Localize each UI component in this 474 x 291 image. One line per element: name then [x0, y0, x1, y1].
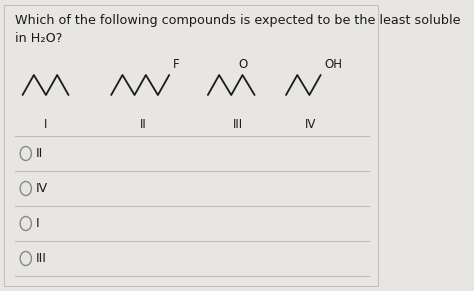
Text: Which of the following compounds is expected to be the least soluble: Which of the following compounds is expe… — [15, 14, 460, 27]
Text: in H₂O?: in H₂O? — [15, 32, 62, 45]
Text: IV: IV — [304, 118, 316, 131]
Text: IV: IV — [36, 182, 47, 195]
Text: III: III — [36, 252, 46, 265]
Text: II: II — [140, 118, 147, 131]
Text: III: III — [233, 118, 243, 131]
Text: OH: OH — [324, 58, 342, 71]
Text: II: II — [36, 147, 43, 160]
Text: O: O — [238, 58, 247, 71]
Text: I: I — [36, 217, 39, 230]
Text: F: F — [173, 58, 179, 71]
Text: I: I — [44, 118, 47, 131]
